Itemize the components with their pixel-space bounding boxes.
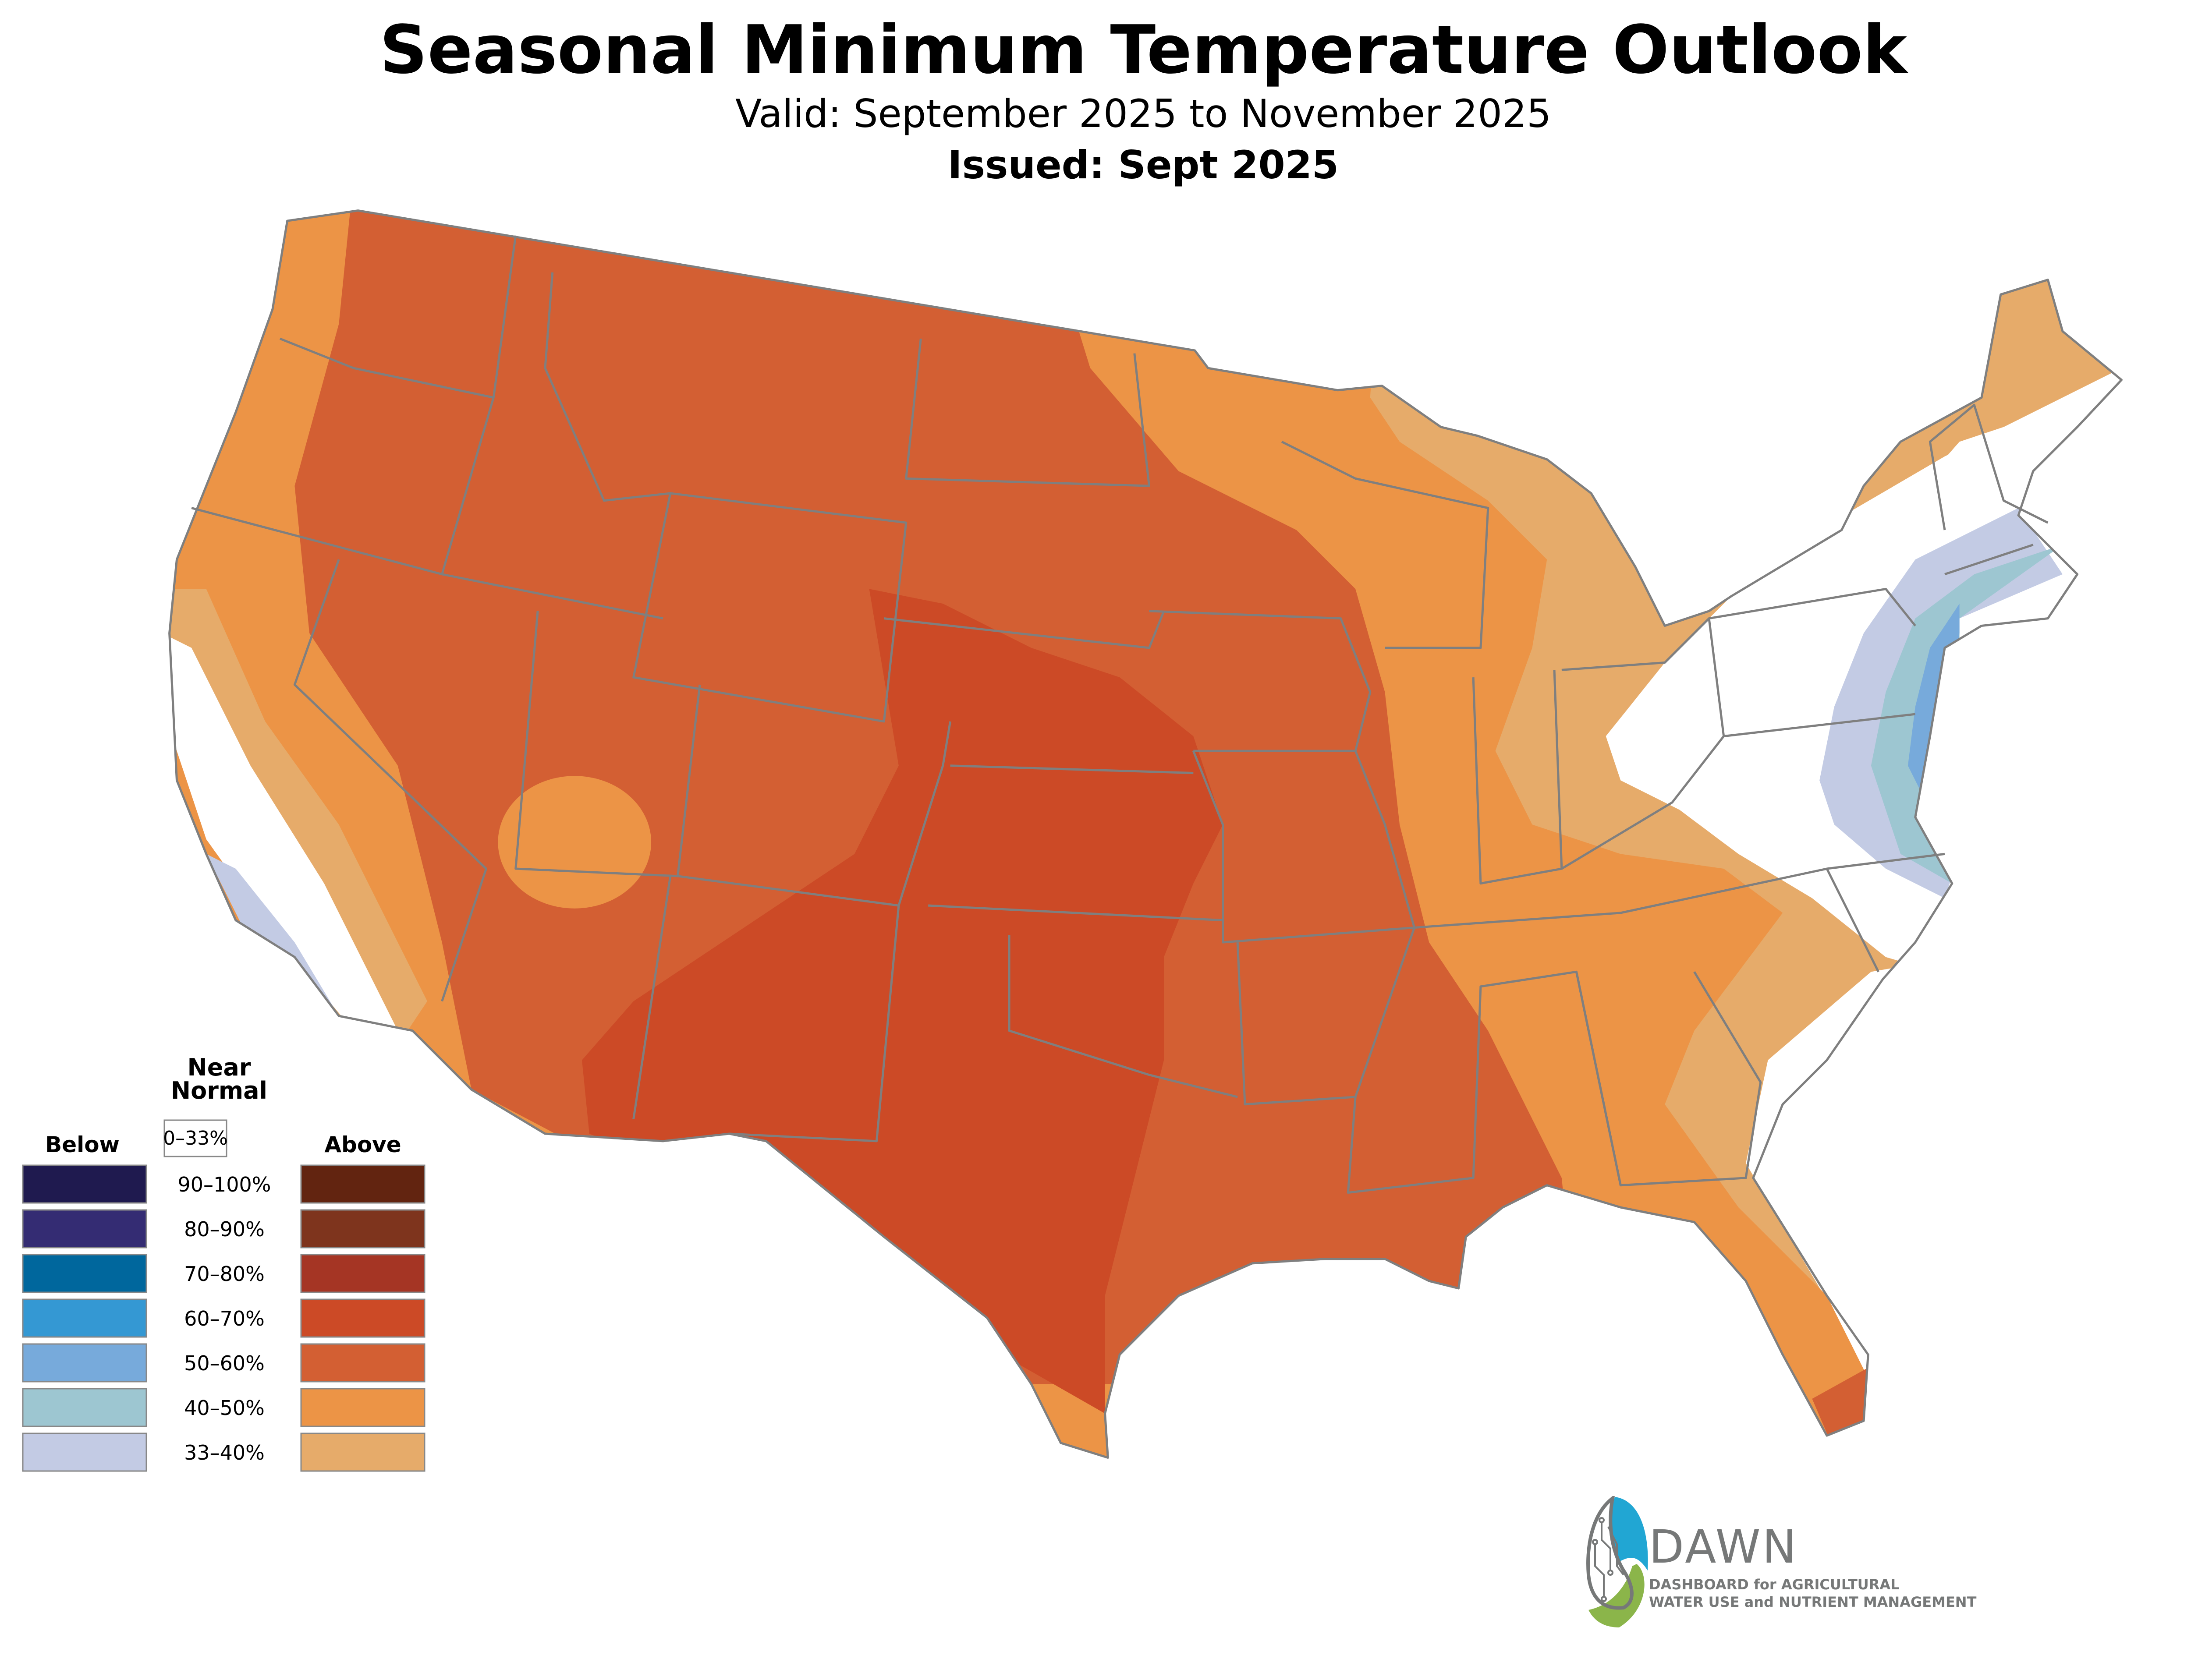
legend-range-label: 70–80% <box>184 1262 265 1286</box>
legend-swatch-below <box>22 1432 147 1472</box>
border-wi-mi <box>1281 441 1489 649</box>
legend-swatch-below <box>22 1388 147 1427</box>
legend-near-normal-range: 0–33% <box>163 1127 228 1149</box>
border-il-in <box>1472 670 1563 885</box>
legend-swatch-below <box>22 1298 147 1338</box>
zone-above-40-50-nevada <box>498 776 652 909</box>
border-ut-co <box>514 611 701 877</box>
legend-swatch-above <box>300 1209 425 1249</box>
legend-near-normal-heading-line2: Normal <box>171 1077 267 1104</box>
legend-range-label: 40–50% <box>184 1396 265 1420</box>
border-id-west <box>441 235 517 575</box>
border-nm-tx <box>729 905 900 1142</box>
legend-range-label: 80–90% <box>184 1217 265 1241</box>
legend-near-normal-swatch <box>163 1119 227 1157</box>
map-title: Seasonal Minimum Temperature Outlook <box>379 11 1907 88</box>
border-sd-ne <box>883 610 1165 649</box>
legend: Near Normal Below Above 0–33% 90–100% 80–… <box>0 1051 438 1680</box>
border-mt-id <box>544 272 671 502</box>
border-oh <box>1561 617 1725 870</box>
dawn-logo-mark <box>1586 1496 1648 1627</box>
border-ny-vt <box>1929 403 2049 531</box>
legend-range-label: 60–70% <box>184 1307 265 1330</box>
dawn-tagline-line2: WATER USE and NUTRIENT MANAGEMENT <box>1649 1594 1977 1610</box>
legend-swatch-below <box>22 1343 147 1383</box>
dawn-tagline-line1: DASHBOARD for AGRICULTURAL <box>1649 1576 1900 1593</box>
legend-range-label: 33–40% <box>184 1441 265 1464</box>
border-ar-la <box>1236 927 1416 1106</box>
issued-date: Issued: Sept 2025 <box>947 142 1339 187</box>
legend-range-label: 90–100% <box>177 1173 271 1196</box>
border-mn-ia <box>1149 610 1372 752</box>
legend-swatch-below <box>22 1254 147 1293</box>
valid-period: Valid: September 2025 to November 2025 <box>735 91 1551 136</box>
zone-near-normal-california <box>169 633 398 1031</box>
border-ga-sc <box>1575 971 1762 1187</box>
legend-below-heading: Below <box>45 1132 120 1157</box>
border-az-nm <box>632 876 672 1119</box>
border-ca-nv <box>293 559 488 1002</box>
legend-swatch-above <box>300 1254 425 1293</box>
state-boundaries <box>168 209 2123 1459</box>
legend-swatch-above <box>300 1432 425 1472</box>
border-pa-ny <box>1709 587 1916 627</box>
legend-above-heading: Above <box>324 1132 401 1157</box>
legend-swatch-above <box>300 1298 425 1338</box>
legend-swatch-below <box>22 1209 147 1249</box>
border-ok-tx <box>1008 935 1238 1098</box>
circuit-icon <box>1586 1496 1634 1610</box>
border-nd-sd <box>905 338 1150 487</box>
legend-graphic: Near Normal Below Above 0–33% 90–100% 80–… <box>22 1054 425 1472</box>
border-wa-or <box>279 337 494 399</box>
us-outline <box>168 209 2123 1459</box>
zone-above-60-70 <box>582 589 1223 1414</box>
legend-swatch-above <box>300 1343 425 1383</box>
border-pa-md <box>1723 713 1916 738</box>
dawn-logo: DAWN DASHBOARD for AGRICULTURAL WATER US… <box>1578 1481 2060 1647</box>
border-ky-tn <box>1414 867 1879 973</box>
water-drop-icon <box>1612 1497 1648 1570</box>
legend-swatch-below <box>22 1164 147 1204</box>
border-ks-ok <box>928 904 1223 922</box>
border-co-nm <box>677 721 952 907</box>
border-va-nc <box>1826 852 1945 870</box>
zone-above-33-40-california <box>169 589 428 1046</box>
legend-range-label: 50–60% <box>184 1351 265 1375</box>
border-mo <box>1192 750 1416 944</box>
legend-near-normal-heading-line1: Near <box>188 1054 251 1081</box>
legend-swatch-above <box>300 1388 425 1427</box>
legend-swatch-above <box>300 1164 425 1204</box>
border-ne-ks <box>950 764 1194 775</box>
dawn-wordmark: DAWN <box>1649 1520 1798 1574</box>
border-ny-ma <box>1944 544 2034 576</box>
border-wy <box>632 492 908 723</box>
